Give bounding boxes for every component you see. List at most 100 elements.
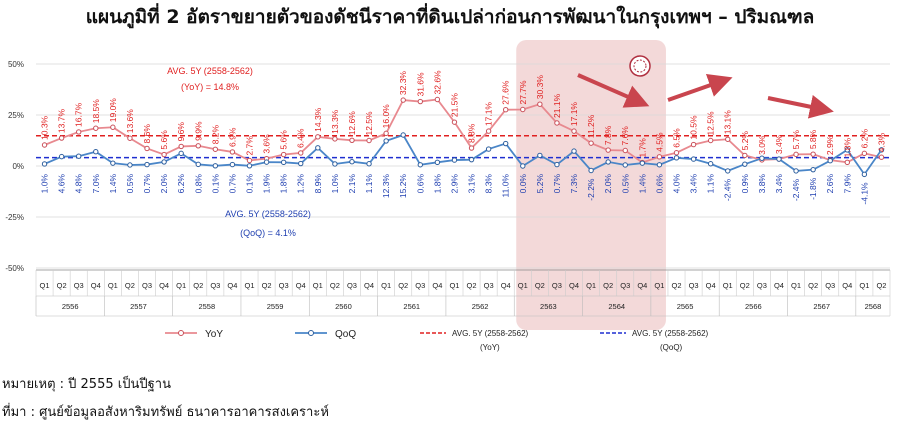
quarter-label: Q1 bbox=[381, 281, 391, 290]
data-point-yoy bbox=[110, 124, 116, 130]
data-point-qoq bbox=[742, 161, 748, 167]
data-point-yoy bbox=[707, 137, 714, 144]
data-point-yoy bbox=[554, 120, 560, 126]
qoq-data-label: 2.6% bbox=[825, 174, 835, 194]
quarter-label: Q1 bbox=[244, 281, 254, 290]
yoy-data-label: 14.3% bbox=[313, 107, 323, 132]
yoy-data-label: 5.2% bbox=[740, 131, 750, 151]
yoy-data-label: 9.9% bbox=[193, 121, 203, 141]
data-point-yoy bbox=[656, 154, 663, 160]
y-tick-label: 0% bbox=[12, 162, 24, 171]
quarter-label: Q3 bbox=[484, 281, 494, 290]
qoq-data-label: 5.2% bbox=[535, 174, 545, 194]
data-point-yoy bbox=[93, 125, 99, 131]
quarter-label: Q4 bbox=[227, 281, 237, 290]
yoy-data-label: 5.6% bbox=[279, 130, 289, 150]
data-point-qoq bbox=[127, 162, 133, 168]
qoq-data-label: -1.8% bbox=[808, 177, 818, 200]
quarter-label: Q3 bbox=[552, 281, 562, 290]
data-point-qoq bbox=[503, 140, 509, 147]
data-point-yoy bbox=[690, 141, 697, 148]
year-label: 2557 bbox=[130, 302, 147, 311]
legend-label: AVG. 5Y (2558-2562) bbox=[452, 329, 529, 338]
quarter-label: Q1 bbox=[586, 281, 596, 290]
quarter-label: Q1 bbox=[791, 281, 801, 290]
quarter-label: Q2 bbox=[193, 281, 203, 290]
quarter-label: Q2 bbox=[740, 281, 750, 290]
legend-item: AVG. 5Y (2558-2562) (YoY) bbox=[420, 329, 529, 352]
yoy-data-label: 16.0% bbox=[381, 104, 391, 129]
data-point-qoq bbox=[673, 155, 680, 161]
data-point-yoy bbox=[588, 140, 594, 146]
yoy-data-label: 17.1% bbox=[569, 102, 579, 127]
qoq-data-label: 1.2% bbox=[296, 174, 306, 194]
qoq-data-label: 0.5% bbox=[125, 174, 135, 194]
quarter-label: Q3 bbox=[415, 281, 425, 290]
yoy-data-label: 6.5% bbox=[672, 128, 682, 148]
qoq-data-label: -4.1% bbox=[859, 182, 869, 205]
yoy-data-label: 6.9% bbox=[227, 127, 237, 147]
data-point-qoq bbox=[468, 156, 475, 163]
yoy-data-label: 30.3% bbox=[535, 75, 545, 100]
data-point-qoq bbox=[349, 159, 355, 165]
qoq-data-label: 12.3% bbox=[381, 174, 391, 199]
data-point-yoy bbox=[861, 150, 868, 157]
data-point-yoy bbox=[605, 147, 611, 153]
legend-item: QoQ bbox=[295, 329, 356, 340]
quarter-label: Q2 bbox=[330, 281, 340, 290]
yoy-data-label: 7.8% bbox=[603, 125, 613, 145]
qoq-data-label: 0.5% bbox=[620, 174, 630, 194]
qoq-data-label: 0.6% bbox=[654, 174, 664, 194]
quarter-label: Q2 bbox=[467, 281, 477, 290]
quarter-label: Q3 bbox=[620, 281, 630, 290]
qoq-data-label: 6.2% bbox=[176, 174, 186, 194]
data-point-qoq bbox=[554, 161, 560, 168]
yoy-data-label: 13.1% bbox=[723, 110, 733, 135]
quarter-label: Q4 bbox=[91, 281, 101, 290]
data-point-qoq bbox=[759, 155, 765, 161]
data-point-yoy bbox=[485, 128, 492, 134]
yoy-data-label: 11.2% bbox=[586, 114, 596, 138]
legend-item: YoY bbox=[165, 329, 223, 340]
yoy-data-label: 8.6% bbox=[142, 124, 152, 144]
quarter-label: Q1 bbox=[108, 281, 118, 290]
yoy-data-label: 7.6% bbox=[620, 126, 630, 146]
data-point-qoq bbox=[76, 153, 82, 159]
quarter-label: Q4 bbox=[364, 281, 374, 290]
qoq-data-label: 4.8% bbox=[74, 174, 84, 194]
quarter-label: Q4 bbox=[159, 281, 169, 290]
legend-sublabel: (YoY) bbox=[480, 343, 500, 352]
data-point-yoy bbox=[622, 147, 628, 154]
year-label: 2561 bbox=[403, 302, 420, 311]
qoq-data-label: 1.9% bbox=[262, 174, 272, 194]
quarter-label: Q4 bbox=[296, 281, 306, 290]
data-point-qoq bbox=[298, 160, 304, 167]
data-point-qoq bbox=[246, 163, 253, 169]
data-point-qoq bbox=[656, 162, 663, 168]
quarter-label: Q4 bbox=[501, 281, 511, 290]
yoy-data-label: 32.6% bbox=[432, 70, 442, 95]
qoq-data-label: 1.4% bbox=[108, 174, 118, 194]
qoq-data-label: 3.8% bbox=[757, 174, 767, 194]
yoy-data-label: 19.0% bbox=[108, 98, 118, 123]
data-point-yoy bbox=[58, 135, 65, 141]
quarter-label: Q4 bbox=[637, 281, 647, 290]
data-point-yoy bbox=[571, 128, 577, 134]
data-point-qoq bbox=[58, 153, 65, 160]
yoy-data-label: 12.5% bbox=[364, 111, 374, 136]
avg-yoy-annotation: AVG. 5Y (2558-2562) bbox=[167, 66, 253, 76]
quarter-label: Q2 bbox=[535, 281, 545, 290]
data-point-yoy bbox=[537, 101, 543, 107]
yoy-data-label: 2.7% bbox=[245, 136, 255, 156]
qoq-data-label: 0.7% bbox=[552, 174, 562, 194]
yoy-data-label: 5.6% bbox=[159, 130, 169, 150]
qoq-data-label: -2.2% bbox=[586, 178, 596, 201]
data-point-qoq bbox=[588, 167, 594, 174]
yoy-data-label: 3.4% bbox=[774, 134, 784, 154]
data-point-yoy bbox=[878, 154, 885, 160]
data-point-yoy bbox=[451, 119, 458, 125]
yoy-data-label: 10.3% bbox=[40, 115, 50, 140]
yoy-data-label: 5.7% bbox=[791, 130, 801, 150]
qoq-data-label: 1.8% bbox=[279, 174, 289, 194]
